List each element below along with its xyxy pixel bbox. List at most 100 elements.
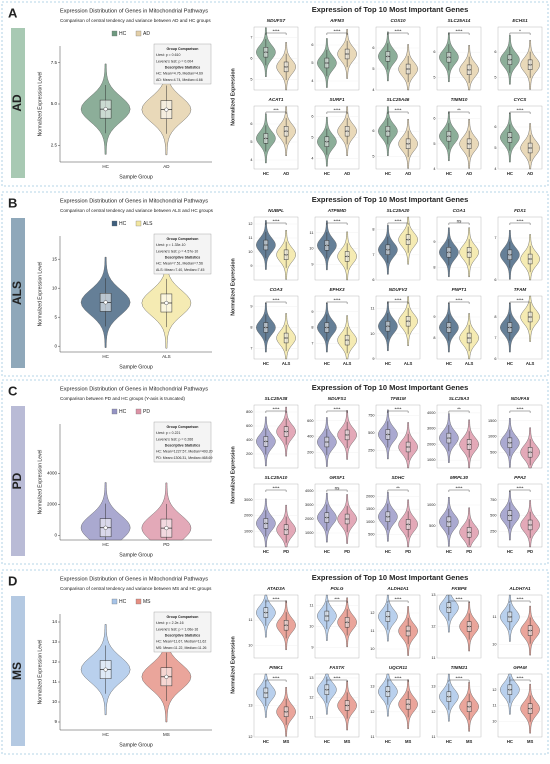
y-tick-label: 10 <box>52 699 58 704</box>
y-tick-label: 2000 <box>427 442 435 446</box>
mean-dot <box>387 433 389 436</box>
mean-dot <box>265 692 267 694</box>
y-tick-label: 750 <box>490 498 496 502</box>
y-tick-label: 5 <box>372 154 374 158</box>
sig-bracket <box>265 111 287 114</box>
x-tick-label: MS <box>527 739 533 744</box>
gene-name: PINK1 <box>269 665 283 670</box>
sig-label: **** <box>333 218 340 223</box>
gene-name: ALDH7A1 <box>508 586 531 591</box>
x-tick-label: MS <box>283 739 289 744</box>
x-tick-label: HC <box>446 739 452 744</box>
y-tick-label: 2000 <box>305 517 313 521</box>
y-tick-label: 9 <box>311 310 313 314</box>
gene-name: AIFM3 <box>329 18 344 23</box>
y-tick-label: 4000 <box>427 411 435 415</box>
sig-label: **** <box>455 28 462 33</box>
mean-dot <box>468 443 470 446</box>
mean-dot <box>529 258 531 260</box>
stats-line: t-test: p = 1.33e-10 <box>156 243 186 247</box>
sig-label: **** <box>333 297 340 302</box>
x-tick-label: HC <box>507 739 513 744</box>
mean-dot <box>387 130 389 133</box>
y-tick-label: 10 <box>370 647 374 651</box>
y-tick-label: 14 <box>52 619 58 624</box>
mean-dot <box>387 515 389 518</box>
sig-bracket <box>448 679 470 682</box>
grid-title: Expression of Top 10 Most Important Gene… <box>312 195 469 204</box>
sig-bracket <box>326 600 348 603</box>
x-tick-label: PD <box>405 549 411 554</box>
y-tick-label: 6 <box>372 278 374 282</box>
sig-bracket <box>448 32 470 35</box>
sig-bracket <box>509 679 531 682</box>
x-tick-label: HC <box>507 361 513 366</box>
mean-dot <box>509 616 511 618</box>
y-tick-label: 8 <box>494 315 496 319</box>
x-tick-label: HC <box>507 171 513 176</box>
mean-dot <box>346 518 348 520</box>
mean-dot <box>164 674 169 679</box>
mean-dot <box>387 248 389 251</box>
gene-name: EPHX3 <box>329 287 345 292</box>
gene-name: SDHC <box>391 475 405 480</box>
mean-dot <box>448 326 450 329</box>
x-tick-label: PD <box>344 549 350 554</box>
sig-label: **** <box>394 596 401 601</box>
y-tick-label: 10 <box>370 332 374 336</box>
mean-dot <box>346 130 348 133</box>
sig-bracket <box>509 489 531 492</box>
mean-dot <box>346 704 348 707</box>
sig-label: **** <box>394 107 401 112</box>
legend-swatch <box>111 408 118 415</box>
mean-dot <box>448 135 450 138</box>
gene-name: PPA2 <box>514 475 526 480</box>
y-tick-label: 11 <box>310 715 314 719</box>
stats-line: Group Comparison <box>167 47 199 51</box>
y-tick-label: 1000 <box>488 435 496 439</box>
mean-dot <box>387 325 389 328</box>
stats-box <box>153 43 212 85</box>
chart-subtitle: Comparison of central tendency and varia… <box>60 586 212 591</box>
mean-dot <box>103 525 108 530</box>
y-tick-label: 12 <box>370 611 374 615</box>
y-tick-label: 11 <box>249 618 253 622</box>
sig-label: *** <box>334 596 340 601</box>
stats-line: Descriptive Statistics <box>165 634 200 638</box>
stats-box <box>153 233 212 275</box>
sig-label: **** <box>516 297 523 302</box>
stats-line: Levene's test: p = 4.57e-10 <box>156 249 198 253</box>
sig-bracket <box>326 222 348 225</box>
gene-name: NDUFA5 <box>511 396 530 401</box>
x-tick-label: AD <box>344 171 350 176</box>
mean-dot <box>346 434 348 436</box>
y-tick-label: 600 <box>307 419 313 423</box>
y-tick-label: 2000 <box>366 495 374 499</box>
sig-bracket <box>265 410 287 413</box>
stats-line: Levene's test: p = 0.266 <box>156 437 193 441</box>
gene-name: POLG <box>330 586 343 591</box>
mean-dot <box>285 624 287 627</box>
x-axis-label: Sample Group <box>119 364 153 370</box>
gene-name: FDX1 <box>514 208 526 213</box>
mean-dot <box>164 300 169 306</box>
y-tick-label: 4 <box>433 167 435 171</box>
x-tick-label: HC <box>324 739 330 744</box>
gene-name: FASTK <box>329 665 345 670</box>
mean-dot <box>468 625 470 628</box>
y-tick-label: 2000 <box>47 502 58 507</box>
mean-dot <box>326 615 328 617</box>
gene-name: FKBP8 <box>451 586 467 591</box>
y-tick-label: 500 <box>368 431 374 435</box>
mean-dot <box>387 690 389 693</box>
panel-strip <box>11 596 25 746</box>
sig-label: ** <box>457 406 461 411</box>
x-tick-label: MS <box>163 732 170 737</box>
y-tick-label: 12 <box>52 659 58 664</box>
grid-title: Expression of Top 10 Most Important Gene… <box>312 383 469 392</box>
y-tick-label: 7 <box>372 253 374 257</box>
gene-name: NDUFV2 <box>389 287 408 292</box>
y-tick-label: 5 <box>372 67 374 71</box>
y-tick-label: 7 <box>494 236 496 240</box>
